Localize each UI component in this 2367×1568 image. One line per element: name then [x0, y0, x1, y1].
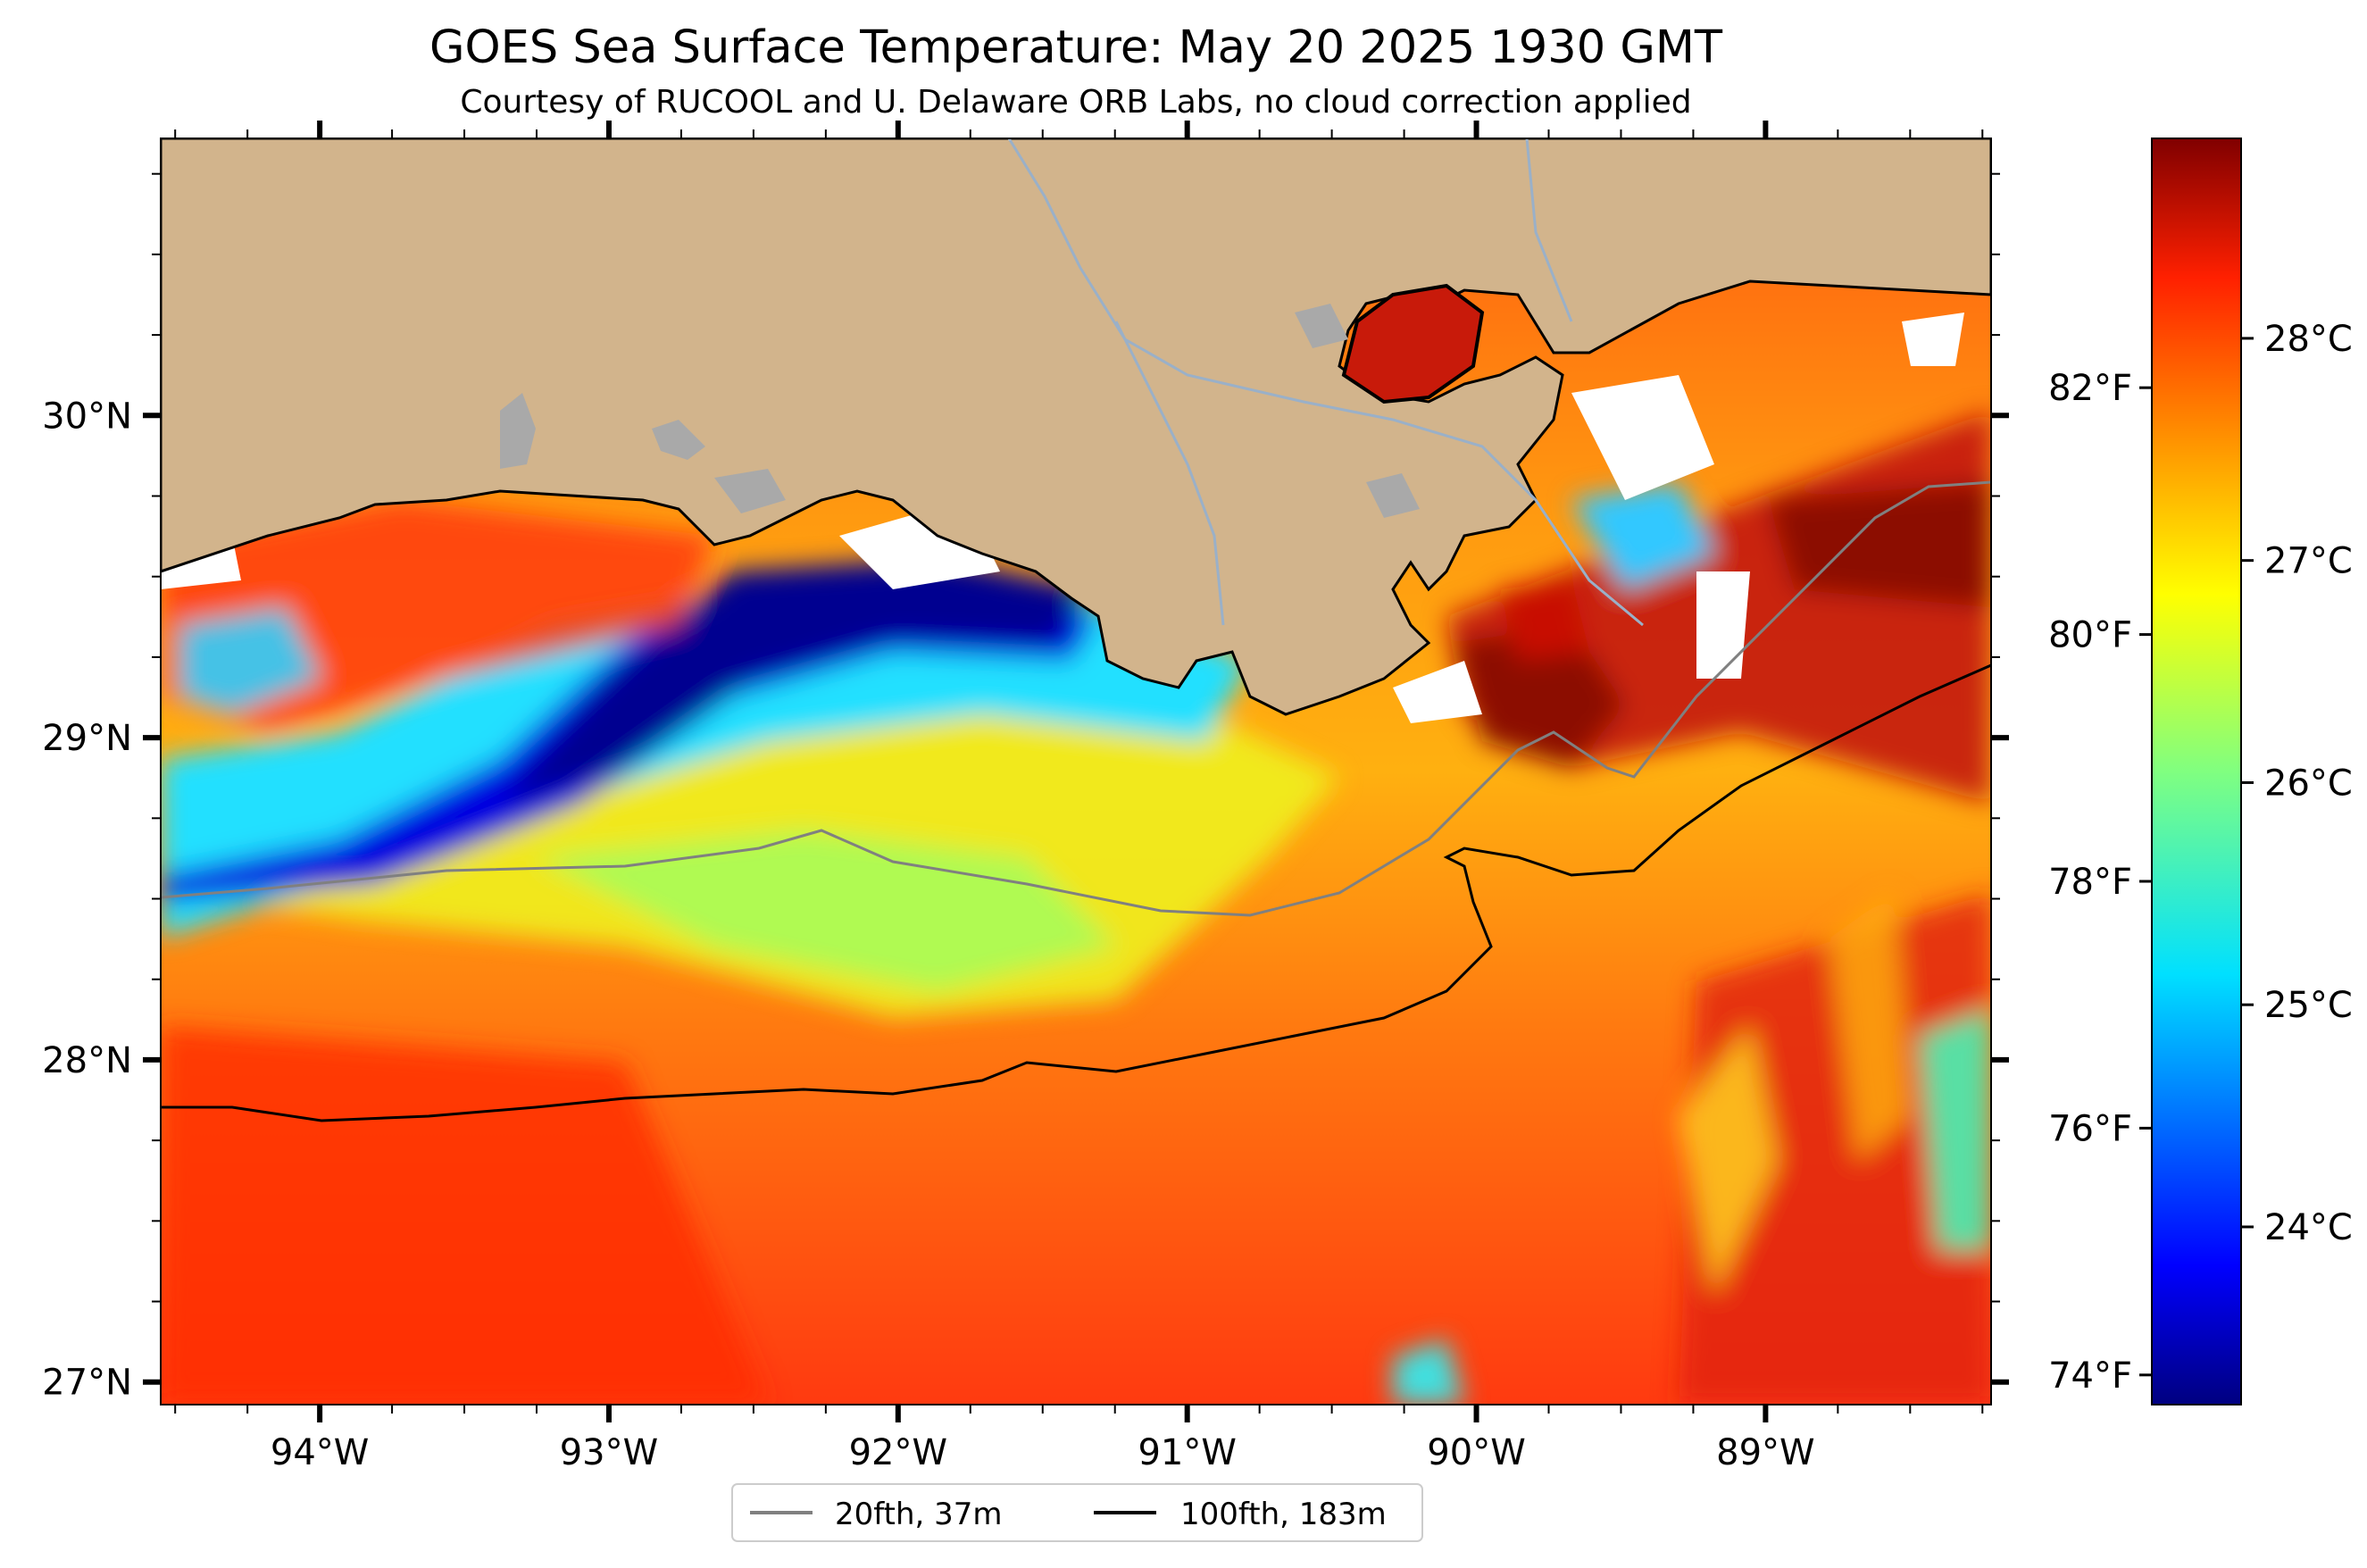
colorbar-ticks: 24°C 25°C 26°C 27°C 28°C 74°F 76°F 78°F 80°F 82°F	[2048, 319, 2353, 1397]
longitude-tick-label: 94°W	[271, 1432, 369, 1473]
longitude-tick-label: 93°W	[560, 1432, 658, 1473]
hot-core-delta	[1455, 625, 1625, 768]
cloud-patch-east-a	[1696, 571, 1750, 679]
east-cool-streak-1	[1920, 1009, 1991, 1250]
atchafalaya-river	[1114, 321, 1225, 626]
fahrenheit-tick-label: 82°F	[2048, 368, 2132, 409]
pearl-river	[1525, 138, 1573, 322]
fahrenheit-tick-label: 76°F	[2048, 1108, 2132, 1149]
celsius-tick-label: 24°C	[2264, 1207, 2353, 1248]
south-cyan-patch	[1393, 1339, 1464, 1405]
warm-water-southwest	[161, 1027, 768, 1405]
celsius-tick-label: 26°C	[2264, 763, 2353, 804]
legend-label-100fth: 100fth, 183m	[1180, 1497, 1387, 1532]
shelf-water-green	[536, 830, 1116, 991]
cloud-patch-delta	[1571, 375, 1714, 500]
legend: 20fth, 37m 100fth, 183m	[731, 1483, 1423, 1542]
map-frame	[160, 138, 1992, 1405]
lake-pontchartrain	[1341, 283, 1485, 405]
legend-label-20fth: 20fth, 37m	[835, 1497, 1003, 1532]
longitude-tick-label: 90°W	[1427, 1432, 1525, 1473]
mississippi-river	[1007, 138, 1644, 627]
hot-band-northeast	[1768, 482, 1991, 607]
longitude-tick-label: 91°W	[1138, 1432, 1236, 1473]
cold-plume-cyan	[161, 580, 1250, 938]
isobath-100-fathom	[161, 663, 1991, 1122]
east-bays-cyan	[1571, 482, 1714, 589]
warm-water-southeast	[1679, 893, 1991, 1405]
colorbar	[2151, 138, 2242, 1405]
barataria-warm-water	[1500, 580, 1589, 661]
isobath-20-fathom	[161, 480, 1991, 917]
lake-maurepas	[1295, 304, 1348, 348]
grand-lake	[652, 420, 705, 460]
cloud-patch-east-b	[1902, 313, 1964, 366]
fahrenheit-tick-label: 78°F	[2048, 862, 2132, 903]
latitude-tick-label: 29°N	[42, 718, 132, 759]
lake-salvador	[1366, 473, 1420, 518]
fahrenheit-tick-label: 74°F	[2048, 1355, 2132, 1397]
legend-box	[731, 1483, 1423, 1542]
map-title: GOES Sea Surface Temperature: May 20 202…	[429, 21, 1723, 74]
latitude-tick-label: 30°N	[42, 396, 132, 437]
longitude-tick-label: 89°W	[1716, 1432, 1814, 1473]
east-cool-streak-2	[1679, 1027, 1777, 1295]
axes: 94°W 93°W 92°W 91°W 90°W 89°W 27°N 28°N 29°N 30°N	[42, 121, 2009, 1473]
nearshore-west-cyan	[179, 607, 321, 714]
map-subtitle: Courtesy of RUCOOL and U. Delaware ORB L…	[460, 84, 1691, 121]
east-cool-streak-3	[1830, 893, 1911, 1161]
cold-core-navy	[500, 558, 1089, 804]
calcasieu-lake	[500, 393, 536, 469]
latitude-tick-label: 27°N	[42, 1363, 132, 1404]
longitude-tick-label: 92°W	[849, 1432, 947, 1473]
cloud-patch-central	[1393, 661, 1482, 723]
rivers	[1007, 138, 1644, 627]
celsius-tick-label: 27°C	[2264, 541, 2353, 582]
fahrenheit-tick-label: 80°F	[2048, 615, 2132, 656]
inland-water-bodies	[500, 304, 1420, 518]
celsius-tick-label: 25°C	[2264, 985, 2353, 1026]
map-panel	[161, 138, 1991, 1405]
latitude-tick-label: 28°N	[42, 1040, 132, 1081]
celsius-tick-label: 28°C	[2264, 319, 2353, 360]
white-lake	[714, 469, 786, 513]
